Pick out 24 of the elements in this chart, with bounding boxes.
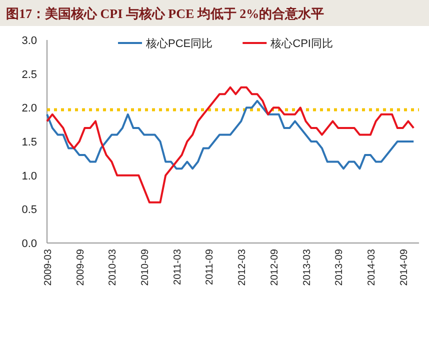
y-tick-label: 2.5	[22, 68, 37, 81]
x-tick-label: 2009-03	[43, 248, 54, 286]
x-tick-label: 2013-03	[302, 248, 313, 286]
legend-label: 核心PCE同比	[145, 37, 213, 50]
x-tick-label: 2014-09	[398, 248, 410, 286]
y-tick-label: 3.0	[22, 35, 37, 47]
y-tick-label: 0.5	[22, 204, 37, 216]
y-tick-label: 0.0	[22, 238, 37, 250]
line-series	[46, 86, 415, 204]
x-tick-label: 2010-09	[140, 248, 152, 286]
y-tick-label: 2.0	[22, 102, 37, 115]
x-tick-label: 2009-09	[75, 248, 86, 286]
legend-label: 核心CPI同比	[270, 37, 333, 50]
x-tick-label: 2011-09	[204, 248, 216, 285]
y-tick-label: 1.0	[22, 170, 37, 182]
x-tick-label: 2014-03	[366, 248, 378, 286]
line-series	[46, 100, 415, 170]
x-tick-label: 2011-03	[172, 248, 184, 285]
x-tick-label: 2012-03	[237, 248, 248, 286]
y-tick-label: 1.5	[22, 136, 37, 148]
x-tick-label: 2010-03	[108, 248, 119, 286]
x-tick-label: 2012-09	[269, 248, 280, 286]
x-tick-label: 2013-09	[334, 248, 346, 286]
chart-title: 图17：美国核心 CPI 与核心 PCE 均低于 2%的合意水平	[6, 6, 324, 21]
